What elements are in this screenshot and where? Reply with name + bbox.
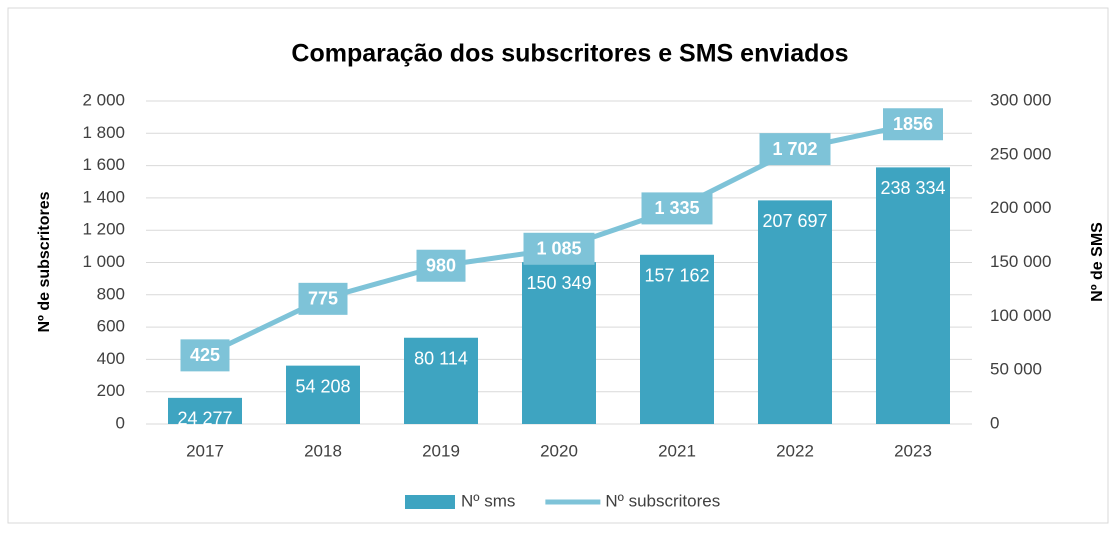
y-tick-label: 1 800 — [82, 123, 125, 142]
value-label-box — [298, 282, 348, 315]
y-tick-label: 800 — [97, 284, 125, 303]
bar — [876, 167, 950, 424]
bar-value-label: 207 697 — [762, 211, 827, 231]
y2-tick-label: 100 000 — [990, 306, 1051, 325]
y2-tick-label: 50 000 — [990, 360, 1042, 379]
line-value-label: 1 702 — [772, 139, 817, 159]
bar — [286, 365, 360, 424]
y2-tick-label: 250 000 — [990, 144, 1051, 163]
x-tick-label: 2021 — [658, 441, 696, 460]
bar — [640, 254, 714, 424]
line-value-label: 1 335 — [654, 198, 699, 218]
line-value-label: 775 — [308, 289, 338, 309]
y-tick-label: 200 — [97, 381, 125, 400]
bar-value-label: 24 277 — [177, 409, 232, 429]
bar — [758, 200, 832, 424]
value-label-box — [416, 249, 466, 282]
line-value-label: 1856 — [893, 114, 933, 134]
bar-value-label: 80 114 — [414, 348, 468, 368]
x-tick-label: 2017 — [186, 441, 224, 460]
legend-label: Nº sms — [461, 491, 515, 510]
value-label-box — [180, 339, 230, 372]
bar — [522, 262, 596, 424]
y2-axis-title: Nº de SMS — [1089, 222, 1106, 302]
line-value-label: 980 — [426, 255, 456, 275]
y-tick-label: 1 000 — [82, 252, 125, 271]
line-value-label: 1 085 — [536, 239, 581, 259]
value-label-box — [759, 133, 831, 166]
y2-tick-label: 0 — [990, 413, 999, 432]
y2-tick-label: 150 000 — [990, 252, 1051, 271]
x-tick-label: 2019 — [422, 441, 460, 460]
x-tick-label: 2018 — [304, 441, 342, 460]
line-value-label: 425 — [190, 345, 220, 365]
bar — [168, 397, 242, 424]
y2-tick-label: 200 000 — [990, 198, 1051, 217]
y-tick-label: 1 600 — [82, 155, 125, 174]
y-tick-label: 600 — [97, 317, 125, 336]
y-axis-title: Nº de subscritores — [36, 191, 53, 332]
y-tick-label: 1 400 — [82, 187, 125, 206]
bar-value-label: 54 208 — [295, 376, 350, 396]
x-tick-label: 2020 — [540, 441, 578, 460]
legend-swatch — [405, 495, 455, 509]
x-tick-label: 2022 — [776, 441, 814, 460]
bar-value-label: 157 162 — [644, 266, 709, 286]
legend-label: Nº subscritores — [605, 491, 720, 510]
x-tick-label: 2023 — [894, 441, 932, 460]
y-tick-label: 1 200 — [82, 220, 125, 239]
value-label-box — [523, 232, 595, 265]
chart-title: Comparação dos subscritores e SMS enviad… — [291, 40, 848, 68]
y-tick-label: 0 — [116, 413, 125, 432]
bar — [404, 337, 478, 424]
value-label-box — [641, 192, 713, 225]
bar-value-label: 238 334 — [880, 178, 945, 198]
value-label-box — [883, 108, 943, 141]
bar-value-label: 150 349 — [526, 273, 591, 293]
y2-tick-label: 300 000 — [990, 90, 1051, 109]
y-tick-label: 400 — [97, 349, 125, 368]
y-tick-label: 2 000 — [82, 90, 125, 109]
